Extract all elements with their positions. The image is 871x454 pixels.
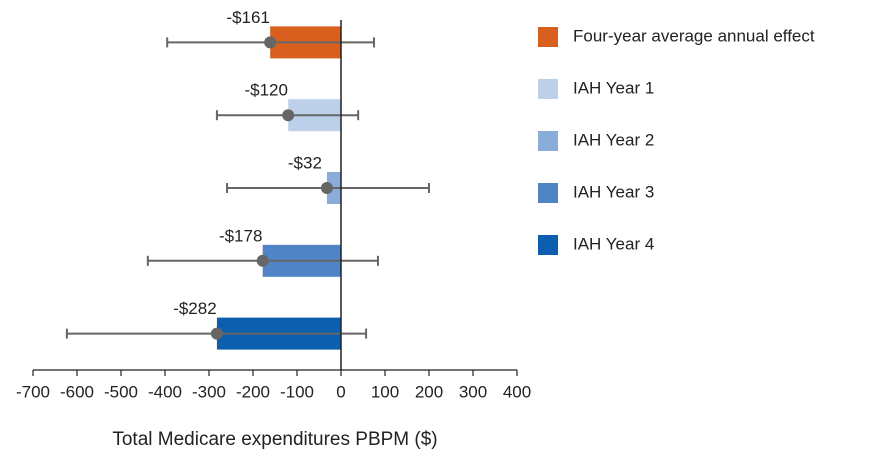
x-tick-label: 200 (415, 382, 443, 401)
x-tick-label: 400 (503, 382, 531, 401)
value-label: -$161 (226, 8, 269, 27)
point-estimate (282, 109, 295, 122)
point-estimate (264, 36, 277, 49)
value-label: -$178 (219, 226, 262, 245)
legend-swatch (538, 183, 558, 203)
legend-label: IAH Year 4 (573, 234, 654, 253)
x-tick-label: 100 (371, 382, 399, 401)
x-tick-label: -100 (280, 382, 314, 401)
x-axis-title: Total Medicare expenditures PBPM ($) (112, 429, 437, 450)
legend-swatch (538, 131, 558, 151)
value-label: -$282 (173, 299, 216, 318)
legend-swatch (538, 27, 558, 47)
x-tick-label: -700 (16, 382, 50, 401)
legend-label: IAH Year 1 (573, 78, 654, 97)
value-label: -$32 (288, 153, 322, 172)
legend-swatch (538, 79, 558, 99)
point-estimate (256, 254, 269, 267)
legend-swatch (538, 235, 558, 255)
x-tick-label: -600 (60, 382, 94, 401)
legend-label: Four-year average annual effect (573, 26, 815, 45)
x-tick-label: 300 (459, 382, 487, 401)
legend-label: IAH Year 3 (573, 182, 654, 201)
x-tick-label: -300 (192, 382, 226, 401)
point-estimate (320, 182, 333, 194)
point-estimate (210, 327, 223, 340)
x-tick-label: -500 (104, 382, 138, 401)
legend-label: IAH Year 2 (573, 130, 654, 149)
x-tick-label: 0 (336, 382, 345, 401)
value-label: -$120 (244, 81, 287, 100)
x-tick-label: -400 (148, 382, 182, 401)
x-tick-label: -200 (236, 382, 270, 401)
